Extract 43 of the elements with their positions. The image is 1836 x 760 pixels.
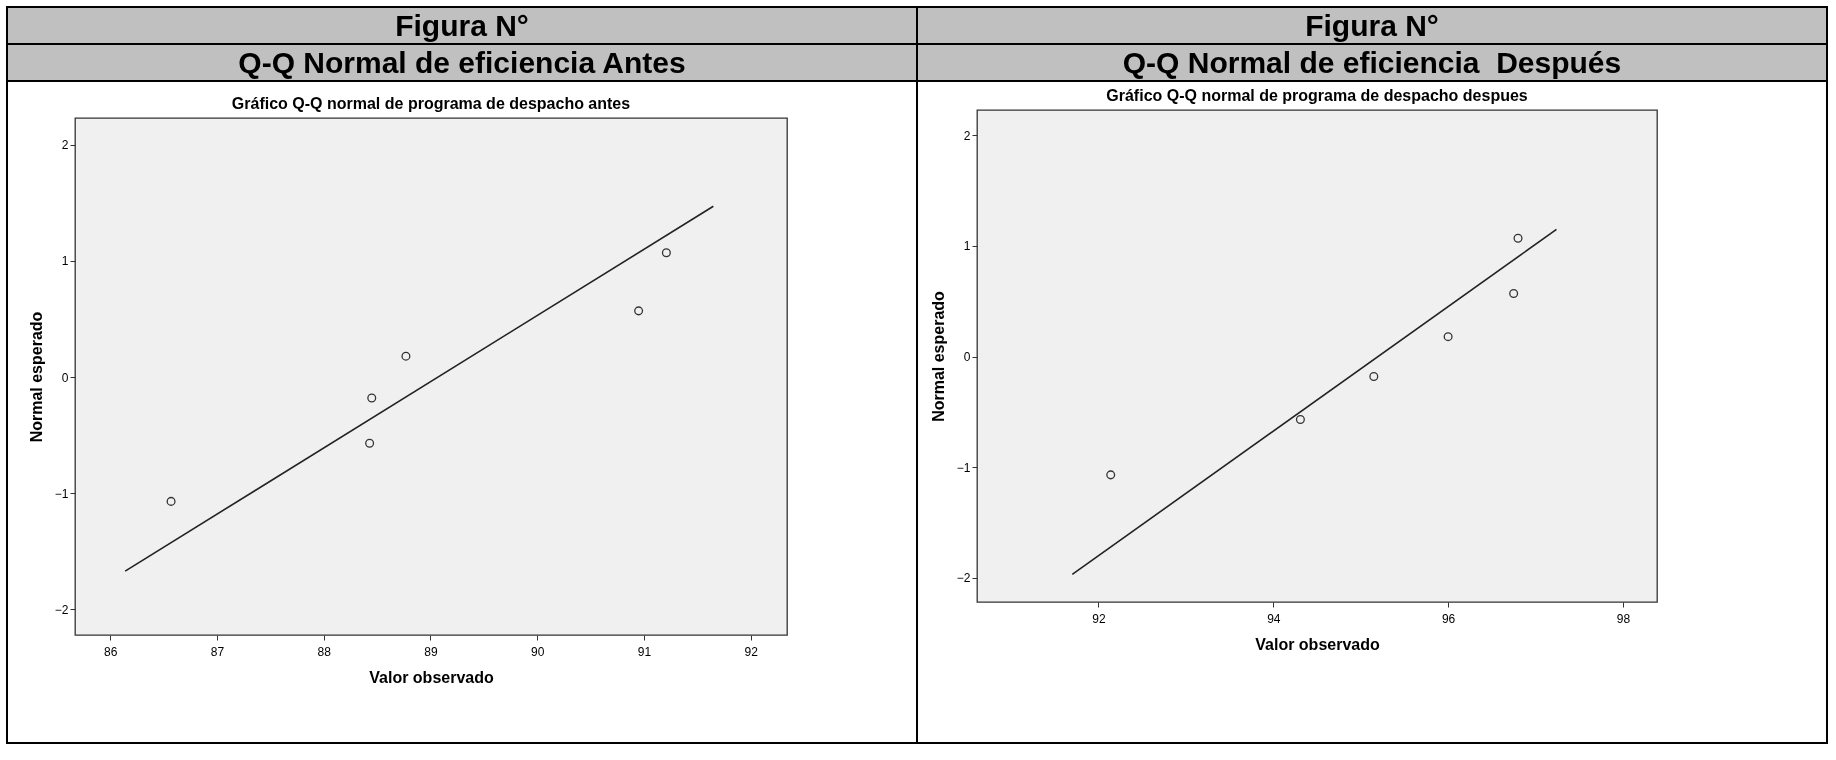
point: [1295, 415, 1305, 425]
x-tick-label: 96: [1441, 611, 1456, 626]
point: [1443, 332, 1453, 342]
point: [367, 393, 377, 403]
point: [1369, 371, 1379, 381]
point: [634, 306, 644, 316]
y-tick-label: −1: [54, 486, 69, 501]
x-tick-label: 87: [210, 644, 225, 659]
x-axis-title: Valor observado: [369, 668, 494, 686]
chart-subtitle: Q-Q Normal de eficiencia Antes: [8, 45, 916, 82]
y-axis-title: Normal esperado: [929, 290, 947, 422]
x-tick-label: 98: [1616, 611, 1631, 626]
point: [365, 438, 375, 448]
x-tick-label: 92: [744, 644, 759, 659]
chart-title: Figura N°: [8, 8, 916, 45]
y-tick-label: 2: [61, 138, 69, 153]
x-tick-label: 92: [1092, 611, 1106, 626]
y-tick-label: 1: [963, 239, 971, 254]
point: [166, 496, 176, 506]
point: [1513, 233, 1523, 243]
point: [661, 248, 671, 258]
chart-subtitle: Q-Q Normal de eficiencia Después: [918, 45, 1826, 82]
y-tick-label: 0: [61, 370, 69, 385]
x-tick-label: 94: [1267, 611, 1281, 626]
y-tick-label: 2: [963, 128, 971, 143]
text: Gráfico Q-Q normal de programa de despacho despues: [1106, 87, 1528, 104]
y-tick-label: −2: [54, 602, 69, 617]
text: Gráfico Q-Q normal de programa de despacho antes: [231, 95, 631, 112]
x-tick-label: 90: [531, 644, 545, 659]
y-tick-label: 0: [963, 350, 971, 365]
x-axis-title: Valor observado: [1255, 635, 1380, 653]
y-tick-label: −1: [956, 460, 971, 475]
x-tick-label: 86: [104, 644, 118, 659]
point: [401, 351, 411, 361]
y-tick-label: 1: [61, 254, 69, 269]
point: [1106, 470, 1116, 480]
x-tick-label: 89: [424, 644, 438, 659]
x-tick-label: 91: [637, 644, 652, 659]
y-tick-label: −2: [956, 571, 971, 586]
y-axis-title: Normal esperado: [27, 311, 45, 443]
point: [1509, 289, 1519, 299]
chart-title: Figura N°: [918, 8, 1826, 45]
x-tick-label: 88: [317, 644, 332, 659]
